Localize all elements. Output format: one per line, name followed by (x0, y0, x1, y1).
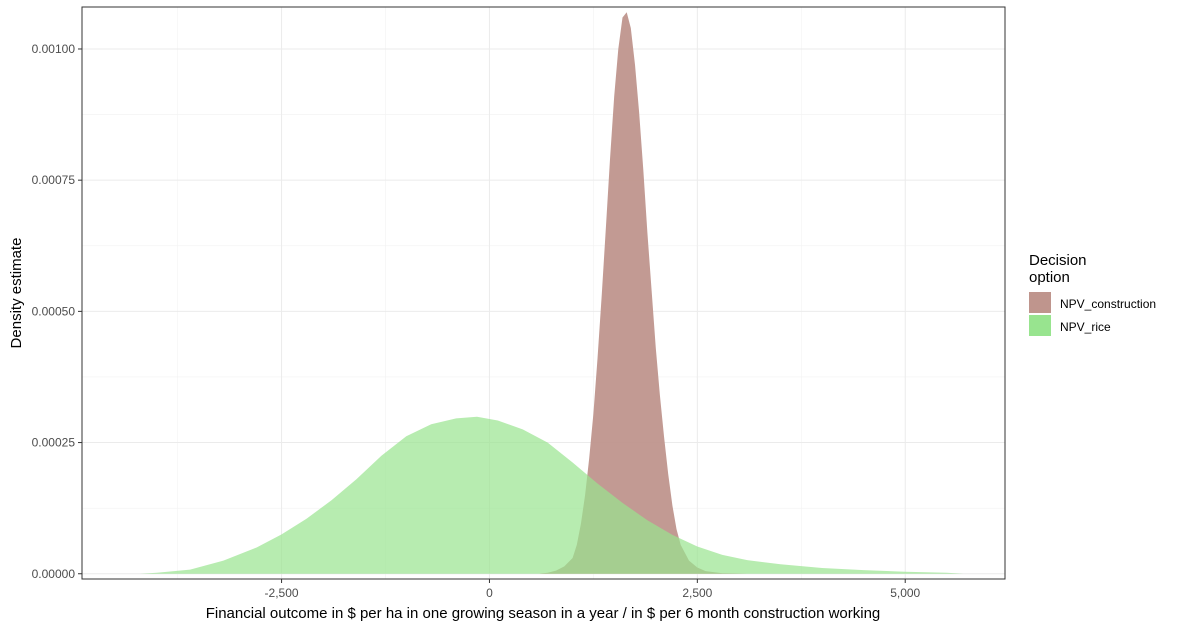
density-areas (140, 12, 964, 574)
y-tick-label-0: 0.00000 (32, 567, 76, 581)
y-tick-label-3: 0.00075 (32, 173, 76, 187)
density-area-npv-construction (539, 12, 748, 574)
legend-key-construction (1029, 292, 1051, 313)
y-axis: 0.00000 0.00025 0.00050 0.00075 0.00100 (32, 42, 82, 581)
x-tick-label-2: 2,500 (682, 586, 712, 600)
legend-label-construction: NPV_construction (1060, 297, 1156, 311)
legend-key-rice (1029, 315, 1051, 336)
x-tick-label-1: 0 (486, 586, 493, 600)
x-tick-label-0: -2,500 (265, 586, 299, 600)
density-area-npv-rice (140, 416, 964, 574)
x-tick-label-3: 5,000 (890, 586, 920, 600)
legend: Decision option NPV_construction NPV_ric… (1029, 252, 1156, 336)
y-axis-title: Density estimate (8, 238, 25, 349)
x-axis-title: Financial outcome in $ per ha in one gro… (206, 605, 881, 622)
legend-title-line-1: Decision (1029, 252, 1087, 269)
panel-border (81, 6, 1006, 580)
y-tick-label-2: 0.00050 (32, 304, 76, 318)
x-axis: -2,500 0 2,500 5,000 (265, 579, 921, 600)
legend-title-line-2: option (1029, 269, 1070, 286)
y-tick-label-4: 0.00100 (32, 42, 76, 56)
y-tick-label-1: 0.00025 (32, 436, 76, 450)
legend-label-rice: NPV_rice (1060, 320, 1111, 334)
